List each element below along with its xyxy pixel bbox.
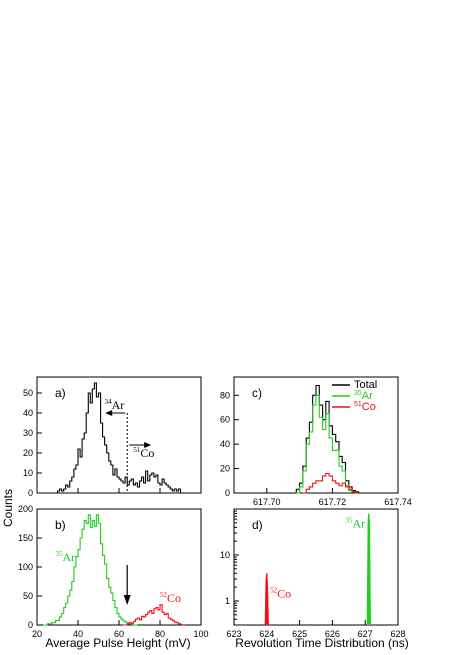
y-tick-label: 1 <box>225 596 230 606</box>
legend-label: Co <box>362 401 376 413</box>
series-line-0 <box>264 573 269 626</box>
x-tick-label: 617.74 <box>384 497 412 507</box>
panel-d: 1 10 623 624 625 626 627 628 d) 52Co 35Ar <box>220 508 406 639</box>
legend-entry: 51Co <box>354 401 376 413</box>
annotation-mass-number: 34 <box>105 398 113 406</box>
annotation: 52Co <box>160 591 181 605</box>
series-line-1 <box>123 604 185 626</box>
panel-a: 0 10 20 30 40 50 a) 34Ar 51Co <box>23 376 202 498</box>
x-tick-label: 628 <box>390 629 405 639</box>
annotation: 35Ar <box>55 550 75 564</box>
series-line-1 <box>296 394 359 494</box>
x-tick-label: 617.72 <box>319 497 347 507</box>
plot-frame <box>233 508 399 626</box>
legend-entry: 35Ar <box>354 390 373 402</box>
legend-mass-number: 51 <box>354 401 362 408</box>
x-tick-label: 100 <box>193 629 208 639</box>
x-tick-label: 40 <box>73 629 83 639</box>
annotation-element: Ar <box>112 398 125 412</box>
panel-label: a) <box>55 386 66 400</box>
x-tick-label: 624 <box>259 629 274 639</box>
annotation-mass-number: 35 <box>346 516 354 524</box>
x-tick-label: 625 <box>292 629 307 639</box>
annotation: 51Co <box>133 446 154 460</box>
x-tick-label: 60 <box>114 629 124 639</box>
legend-label: Total <box>354 379 377 391</box>
right-arrow-head <box>144 442 152 448</box>
down-arrow-head <box>123 595 131 605</box>
series-line-0 <box>293 384 362 494</box>
x-tick-label: 626 <box>325 629 340 639</box>
y-tick-label: 30 <box>23 428 33 438</box>
y-tick-label: 10 <box>23 468 33 478</box>
panel-c: 0 20 40 60 80 617.70 617.72 617.74 c) Total35Ar51… <box>220 376 412 507</box>
panel-label: c) <box>252 386 262 400</box>
annotation-mass-number: 52 <box>160 591 168 599</box>
x-tick-label: 20 <box>32 629 42 639</box>
annotation-element: Co <box>277 586 291 600</box>
annotation-element: Co <box>140 446 154 460</box>
plot-frame <box>233 376 399 494</box>
x-tick-label: 627 <box>358 629 373 639</box>
annotation-mass-number: 35 <box>55 550 63 558</box>
x-axis-label-left: Average Pulse Height (mV) <box>45 636 190 650</box>
annotation: 35Ar <box>346 516 366 530</box>
y-tick-label: 0 <box>28 620 33 630</box>
legend-label: Ar <box>362 390 373 402</box>
y-tick-label: 40 <box>23 408 33 418</box>
series-line-0 <box>43 514 138 626</box>
legend-entry: Total <box>354 379 377 391</box>
annotation-element: Ar <box>353 516 366 530</box>
annotation: 34Ar <box>105 398 125 412</box>
panel-label: d) <box>252 518 263 532</box>
y-tick-label: 200 <box>18 504 33 514</box>
x-tick-label: 617.70 <box>253 497 281 507</box>
y-tick-label: 80 <box>220 390 230 400</box>
panel-b: 0 50 100 150 200 20 40 60 80 100 b) 35Ar 52Co <box>18 504 209 639</box>
y-tick-label: 40 <box>220 439 230 449</box>
x-axis-label-right: Revolution Time Distribution (ns) <box>235 636 408 650</box>
x-tick-label: 623 <box>226 629 241 639</box>
y-tick-label: 50 <box>23 388 33 398</box>
annotation-element: Ar <box>62 550 75 564</box>
y-axis-label: Counts <box>1 489 15 527</box>
series-line-0 <box>55 382 185 494</box>
panel-label: b) <box>55 518 66 532</box>
y-tick-label: 0 <box>28 488 33 498</box>
series-line-1 <box>366 513 371 626</box>
y-tick-label: 150 <box>18 533 33 543</box>
annotation-mass-number: 52 <box>270 586 278 594</box>
y-tick-label: 60 <box>220 415 230 425</box>
series-line-2 <box>302 472 359 494</box>
left-arrow-head <box>105 410 113 416</box>
y-tick-label: 20 <box>23 448 33 458</box>
annotation-element: Co <box>167 591 181 605</box>
y-tick-label: 20 <box>220 464 230 474</box>
legend-mass-number: 35 <box>354 390 362 397</box>
y-tick-label: 50 <box>23 591 33 601</box>
y-tick-label: 0 <box>225 488 230 498</box>
x-tick-label: 80 <box>155 629 165 639</box>
y-tick-label: 10 <box>220 550 230 560</box>
annotation-mass-number: 51 <box>133 446 141 454</box>
annotation: 52Co <box>270 586 291 600</box>
y-tick-label: 100 <box>18 562 33 572</box>
